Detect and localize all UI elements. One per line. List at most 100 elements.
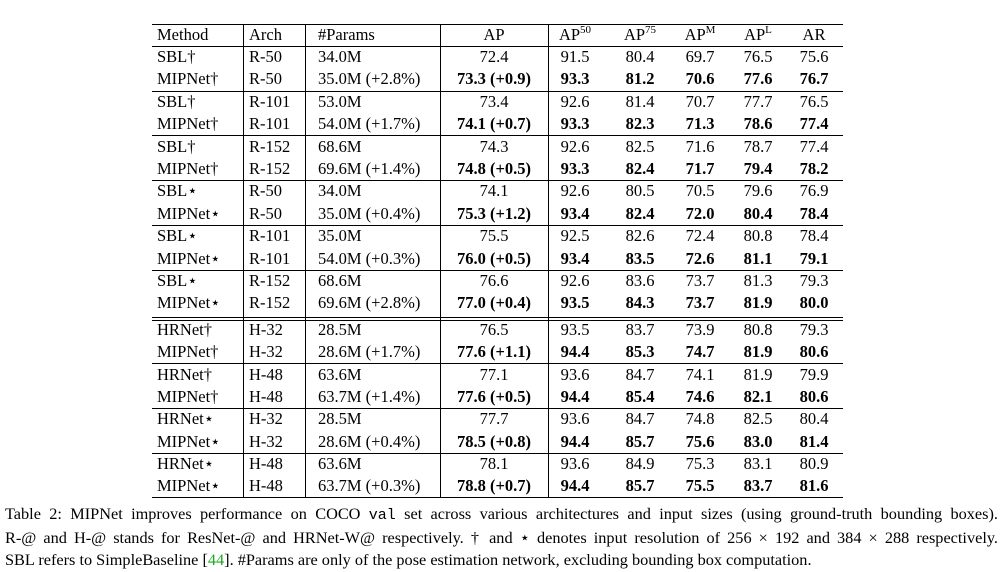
table-cell: R-101 [249,248,291,268]
table-cell: 93.3 [560,69,590,89]
table-cell: 93.5 [560,320,590,339]
citation[interactable]: 44 [207,550,225,570]
table-cell: 81.6 [799,476,829,496]
table-cell: 76.6 [479,271,509,290]
header-cell: #Params [318,25,375,45]
header-text: AP [483,25,505,44]
table-cell: 85.7 [625,476,655,496]
table-cell: 81.3 [743,271,773,290]
table-cell: 78.8 (+0.7) [456,476,532,496]
table-cell: 80.6 [799,342,829,362]
table-cell: 28.5M [318,320,362,339]
table-cell: 79.9 [799,364,829,384]
header-text: #Params [318,25,375,44]
rule [152,497,843,498]
table-cell: 75.6 [799,47,829,66]
table-cell: 71.6 [685,136,715,156]
rule [152,317,843,318]
table-cell: 70.5 [685,181,715,201]
rule [152,453,843,454]
table-cell: 82.4 [625,159,655,178]
table-cell: 53.0M [318,91,362,111]
table-cell: MIPNet† [157,386,219,406]
table-cell: H-48 [249,364,283,384]
table-cell: H-48 [249,476,283,496]
table-cell: 74.6 [685,386,715,406]
table-cell: 80.8 [743,320,773,339]
caption-line: Table 2: MIPNet improves performance on … [5,503,998,527]
column-rule [440,24,441,497]
column-rule [548,24,549,497]
table-cell: 83.1 [743,453,773,473]
table-cell: 73.7 [685,293,715,313]
table-cell: 92.5 [560,226,590,246]
table-cell: 85.7 [625,431,655,451]
table-cell: 79.6 [743,181,773,201]
table-cell: 81.4 [625,91,655,111]
table-cell: 74.1 [479,181,509,201]
table-cell: SBL† [157,136,196,156]
table-cell: 54.0M (+0.3%) [318,248,421,268]
caption-text: ]. #Params are only of the pose estimati… [224,550,812,570]
caption-text: Table 2: MIPNet improves performance on … [5,504,369,523]
table-cell: 94.4 [560,386,590,406]
header-cell: AR [803,25,826,45]
table-cell: 34.0M [318,181,362,201]
table-cell: 93.3 [560,159,590,178]
table-cell: H-32 [249,409,283,429]
table-cell: 74.8 (+0.5) [456,159,532,178]
table-cell: 83.0 [743,431,773,451]
table-cell: 34.0M [318,47,362,66]
table-cell: 75.5 [685,476,715,496]
caption-code: val [368,507,396,524]
table-cell: 74.1 (+0.7) [456,114,532,134]
table-cell: 69.6M (+2.8%) [318,293,421,313]
table-cell: SBL⋆ [157,271,198,290]
caption: Table 2: MIPNet improves performance on … [5,503,998,572]
table-cell: 75.3 [685,453,715,473]
rule [152,46,843,47]
table-cell: 84.7 [625,409,655,429]
table-cell: 91.5 [560,47,590,66]
table-cell: MIPNet† [157,114,219,134]
table-cell: 77.4 [799,136,829,156]
table-cell: 80.4 [625,47,655,66]
table-cell: 68.6M [318,136,362,156]
table-cell: R-152 [249,136,291,156]
column-rule [243,24,244,497]
table-cell: 93.3 [560,114,590,134]
table-cell: 77.6 (+0.5) [456,386,532,406]
table-cell: 28.5M [318,409,362,429]
table-cell: SBL⋆ [157,226,198,246]
column-rule [305,24,306,497]
table-cell: R-50 [249,69,282,89]
table-cell: 70.7 [685,91,715,111]
table-cell: 92.6 [560,271,590,290]
rule [152,24,843,25]
table-cell: 35.0M [318,226,362,246]
table-cell: 77.6 [743,69,773,89]
table-cell: 94.4 [560,342,590,362]
table-cell: 78.5 (+0.8) [456,431,532,451]
table-cell: 92.6 [560,136,590,156]
table-cell: R-152 [249,271,291,290]
table-cell: 63.7M (+0.3%) [318,476,421,496]
table-cell: 77.0 (+0.4) [456,293,532,313]
table-cell: 78.4 [799,203,829,223]
table-cell: 93.4 [560,248,590,268]
table-cell: SBL⋆ [157,181,198,201]
table-cell: 82.5 [743,409,773,429]
table-cell: MIPNet† [157,159,219,178]
table-cell: HRNet† [157,320,212,339]
table-cell: 75.3 (+1.2) [456,203,532,223]
table-cell: MIPNet⋆ [157,248,221,268]
table-cell: 81.4 [799,431,829,451]
table-cell: 73.4 [479,91,509,111]
table-cell: 93.6 [560,453,590,473]
header-cell: AP75 [624,25,656,45]
table-cell: MIPNet⋆ [157,476,221,496]
table-cell: HRNet⋆ [157,409,215,429]
table-cell: MIPNet⋆ [157,293,221,313]
table-cell: 80.4 [743,203,773,223]
